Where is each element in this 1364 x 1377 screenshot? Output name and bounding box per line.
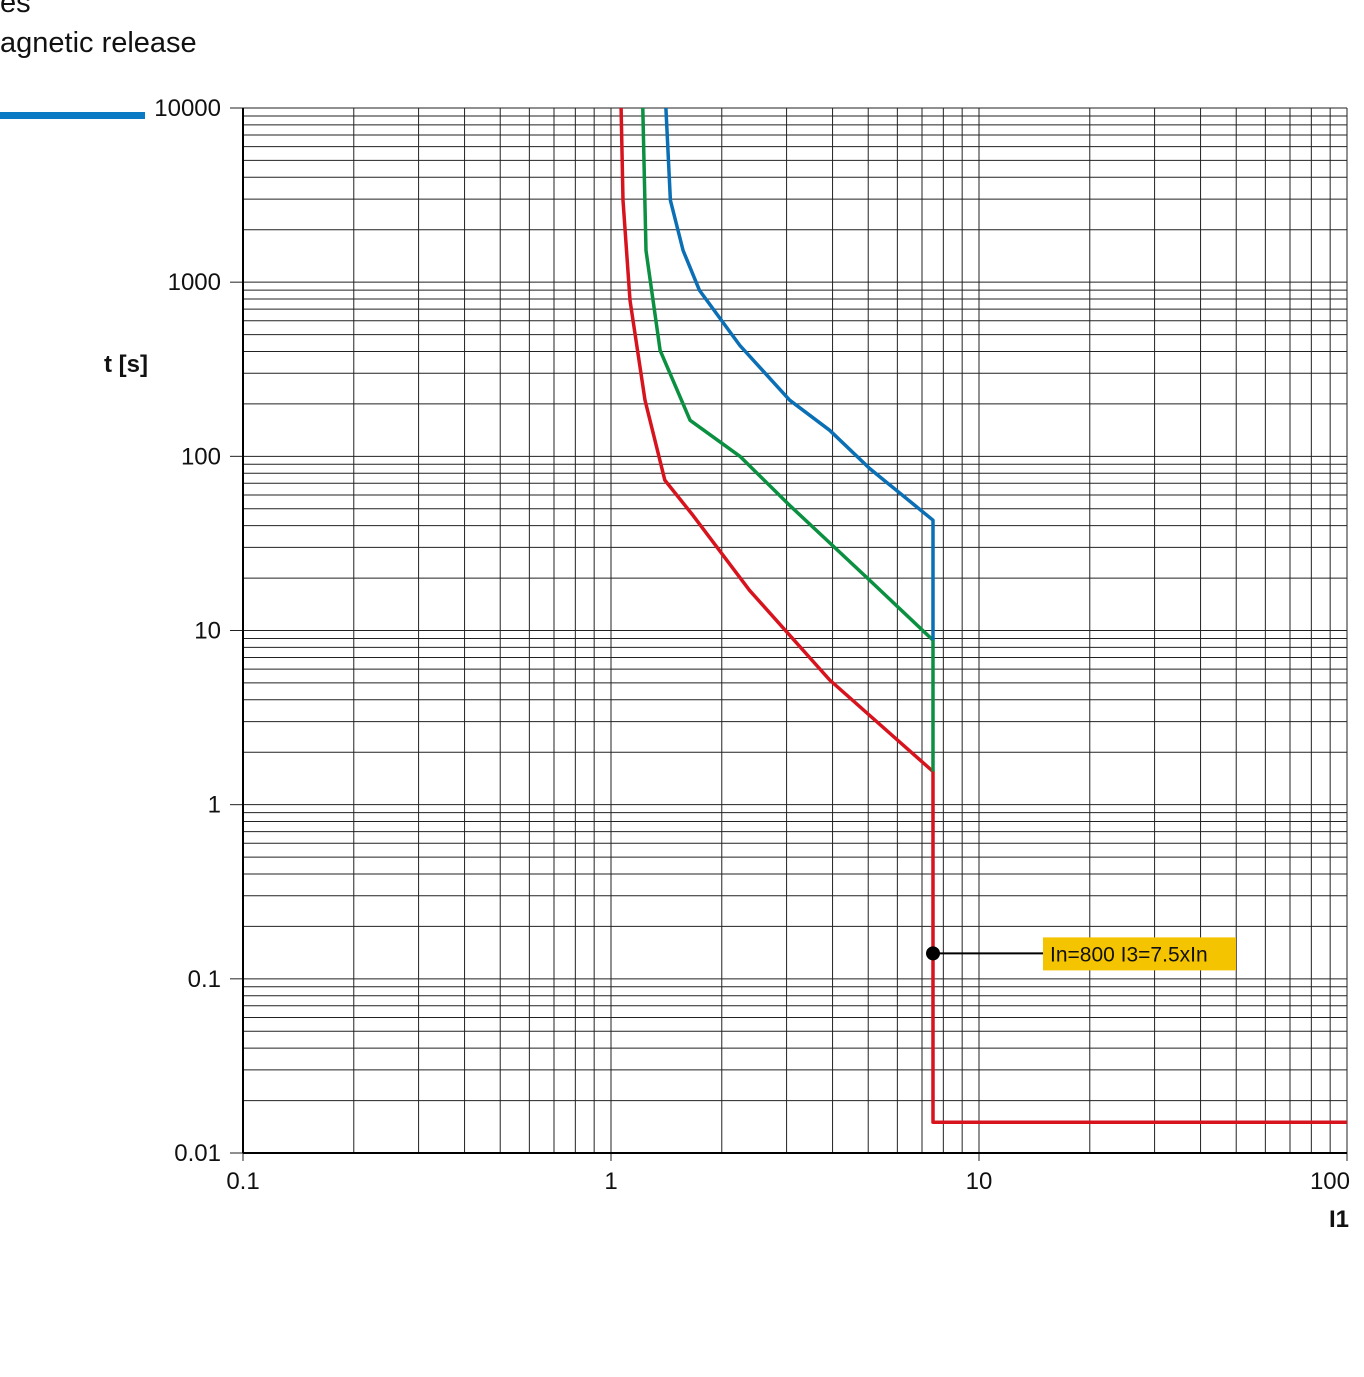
x-tick-label: 0.1: [226, 1168, 259, 1195]
y-tick-label: 0.1: [188, 966, 221, 993]
x-axis-label: I1: [1329, 1206, 1349, 1233]
x-tick-label: 10: [966, 1168, 993, 1195]
y-tick-label: 10: [194, 618, 221, 645]
series-line: [619, 107, 1347, 1125]
chart-title: es: [0, 0, 31, 19]
annotation-point: [926, 946, 941, 961]
annotation-label: In=800 I3=7.5xIn: [1050, 943, 1208, 966]
annotation-box: [1043, 937, 1236, 971]
y-tick-label: 10000: [154, 95, 221, 122]
x-tick-label: 1: [604, 1168, 617, 1195]
y-tick-label: 0.01: [174, 1140, 221, 1167]
chart-title: agnetic release: [0, 27, 197, 59]
y-tick-label: 100: [181, 443, 221, 470]
y-tick-label: 1: [208, 792, 221, 819]
series-line: [641, 107, 935, 772]
header-bar: [0, 112, 145, 119]
y-tick-label: 1000: [168, 269, 221, 296]
x-tick-label: 100: [1310, 1168, 1350, 1195]
y-axis-label: t [s]: [104, 351, 148, 378]
series-line: [664, 107, 935, 641]
